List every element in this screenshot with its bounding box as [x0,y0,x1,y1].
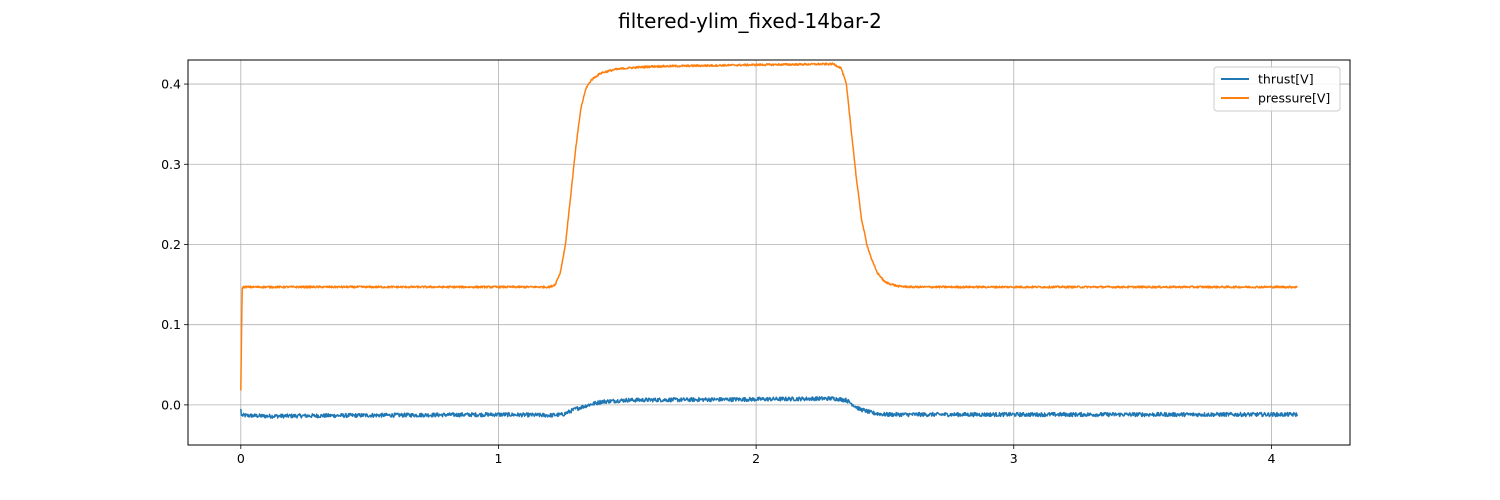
series-group [240,62,1298,419]
x-tick-label: 3 [1010,451,1018,466]
y-tick-label: 0.0 [161,397,181,412]
x-tick-label: 2 [752,451,760,466]
x-tick-label: 4 [1267,451,1275,466]
x-axis: 0 1 2 3 4 [237,445,1275,466]
x-tick-label: 1 [494,451,502,466]
x-tick-label: 0 [237,451,245,466]
y-tick-label: 0.2 [161,237,181,252]
plot-frame [187,59,1351,446]
y-axis: 0.0 0.1 0.2 0.3 0.4 [161,77,188,412]
grid [188,60,1350,445]
series-line-2 [240,62,1298,391]
y-tick-label: 0.3 [161,157,181,172]
y-tick-label: 0.1 [161,317,181,332]
legend-label: pressure[V] [1258,91,1330,106]
legend: thrust[V] pressure[V] [1213,66,1341,112]
chart-title: filtered-ylim_fixed-14bar-2 [618,9,882,33]
y-tick-label: 0.4 [161,77,181,92]
legend-label: thrust[V] [1258,72,1314,87]
series-line-1 [240,396,1298,419]
